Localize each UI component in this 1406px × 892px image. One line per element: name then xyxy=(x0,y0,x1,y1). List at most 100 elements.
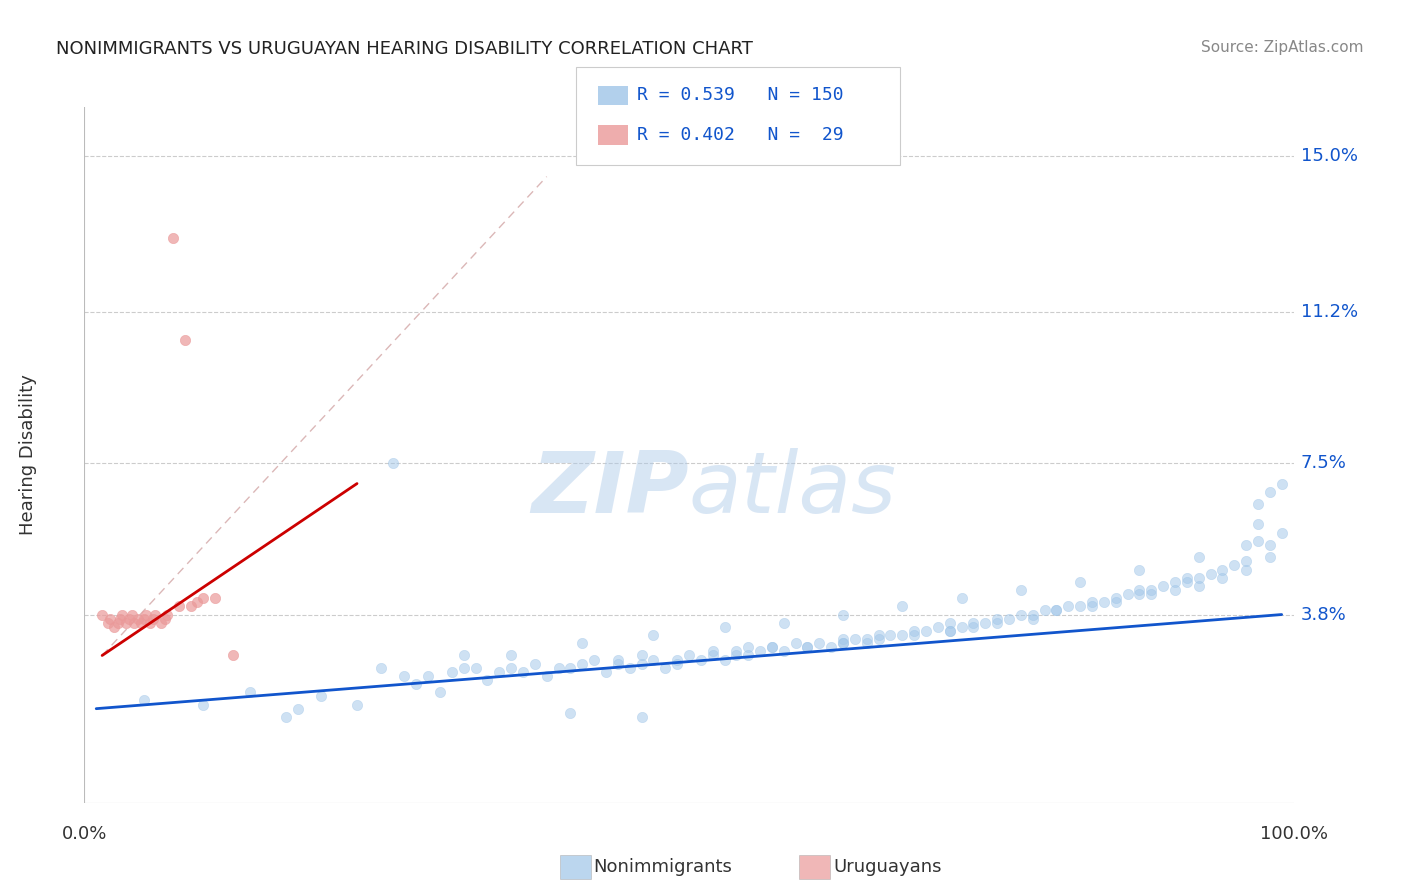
Point xyxy=(221,648,243,663)
Point xyxy=(115,615,138,630)
Point xyxy=(135,607,157,622)
Point xyxy=(772,615,794,630)
Point xyxy=(595,665,617,679)
Point xyxy=(100,612,122,626)
Point xyxy=(903,628,925,642)
Text: R = 0.402   N =  29: R = 0.402 N = 29 xyxy=(637,126,844,144)
Point xyxy=(1234,554,1257,568)
Point xyxy=(453,661,475,675)
Point xyxy=(204,591,226,606)
Point xyxy=(560,706,582,720)
Text: atlas: atlas xyxy=(689,448,897,532)
Point xyxy=(464,661,486,675)
Point xyxy=(832,636,855,650)
Point xyxy=(103,620,125,634)
Point xyxy=(643,628,665,642)
Point xyxy=(725,648,748,663)
Point xyxy=(1247,517,1270,532)
Point xyxy=(145,607,167,622)
Point xyxy=(122,615,145,630)
Point xyxy=(453,648,475,663)
Point xyxy=(191,698,214,712)
Point xyxy=(1010,582,1032,597)
Point xyxy=(1211,571,1233,585)
Point xyxy=(477,673,499,687)
Point xyxy=(1128,587,1150,601)
Point xyxy=(311,690,333,704)
Point xyxy=(1010,607,1032,622)
Point xyxy=(583,652,606,666)
Point xyxy=(405,677,427,691)
Point xyxy=(950,591,973,606)
Point xyxy=(606,652,628,666)
Point xyxy=(1211,562,1233,576)
Point xyxy=(915,624,938,638)
Point xyxy=(1188,579,1211,593)
Text: 0.0%: 0.0% xyxy=(62,825,107,843)
Point xyxy=(986,615,1008,630)
Point xyxy=(107,615,129,630)
Point xyxy=(274,710,297,724)
Point xyxy=(547,661,569,675)
Text: 100.0%: 100.0% xyxy=(1260,825,1327,843)
Point xyxy=(121,607,143,622)
Point xyxy=(643,652,665,666)
Point xyxy=(761,640,783,655)
Point xyxy=(1234,562,1257,576)
Point xyxy=(855,636,877,650)
Point xyxy=(381,456,404,470)
Point xyxy=(1092,595,1115,609)
Point xyxy=(1116,587,1139,601)
Point xyxy=(1069,574,1091,589)
Point xyxy=(702,644,724,658)
Point xyxy=(868,632,890,646)
Point xyxy=(180,599,202,614)
Point xyxy=(91,607,114,622)
Point xyxy=(1105,591,1128,606)
Point xyxy=(1128,582,1150,597)
Point xyxy=(761,640,783,655)
Point xyxy=(111,607,134,622)
Point xyxy=(868,628,890,642)
Text: 15.0%: 15.0% xyxy=(1301,147,1358,165)
Point xyxy=(174,334,197,348)
Point xyxy=(832,632,855,646)
Point xyxy=(370,661,392,675)
Point xyxy=(630,648,652,663)
Point xyxy=(654,661,676,675)
Point xyxy=(1247,533,1270,548)
Point xyxy=(1033,603,1056,617)
Point xyxy=(287,701,309,715)
Point xyxy=(713,652,735,666)
Point xyxy=(571,657,593,671)
Point xyxy=(418,669,440,683)
Point xyxy=(1140,582,1163,597)
Point xyxy=(191,591,214,606)
Point xyxy=(97,615,120,630)
Point xyxy=(118,612,141,626)
Point xyxy=(832,607,855,622)
Point xyxy=(1105,595,1128,609)
Point xyxy=(737,640,759,655)
Point xyxy=(1199,566,1222,581)
Point xyxy=(1258,550,1281,565)
Point xyxy=(571,636,593,650)
Point xyxy=(138,615,160,630)
Point xyxy=(630,710,652,724)
Text: 11.2%: 11.2% xyxy=(1301,302,1358,321)
Text: 7.5%: 7.5% xyxy=(1301,454,1347,472)
Point xyxy=(796,640,818,655)
Point xyxy=(678,648,700,663)
Point xyxy=(523,657,546,671)
Point xyxy=(239,685,262,699)
Point xyxy=(998,612,1021,626)
Point xyxy=(832,636,855,650)
Point xyxy=(938,624,960,638)
Point xyxy=(1271,525,1294,540)
Point xyxy=(162,231,184,245)
Point xyxy=(666,652,689,666)
Point xyxy=(156,607,179,622)
Point xyxy=(1045,603,1067,617)
Point xyxy=(855,632,877,646)
Point xyxy=(1081,599,1104,614)
